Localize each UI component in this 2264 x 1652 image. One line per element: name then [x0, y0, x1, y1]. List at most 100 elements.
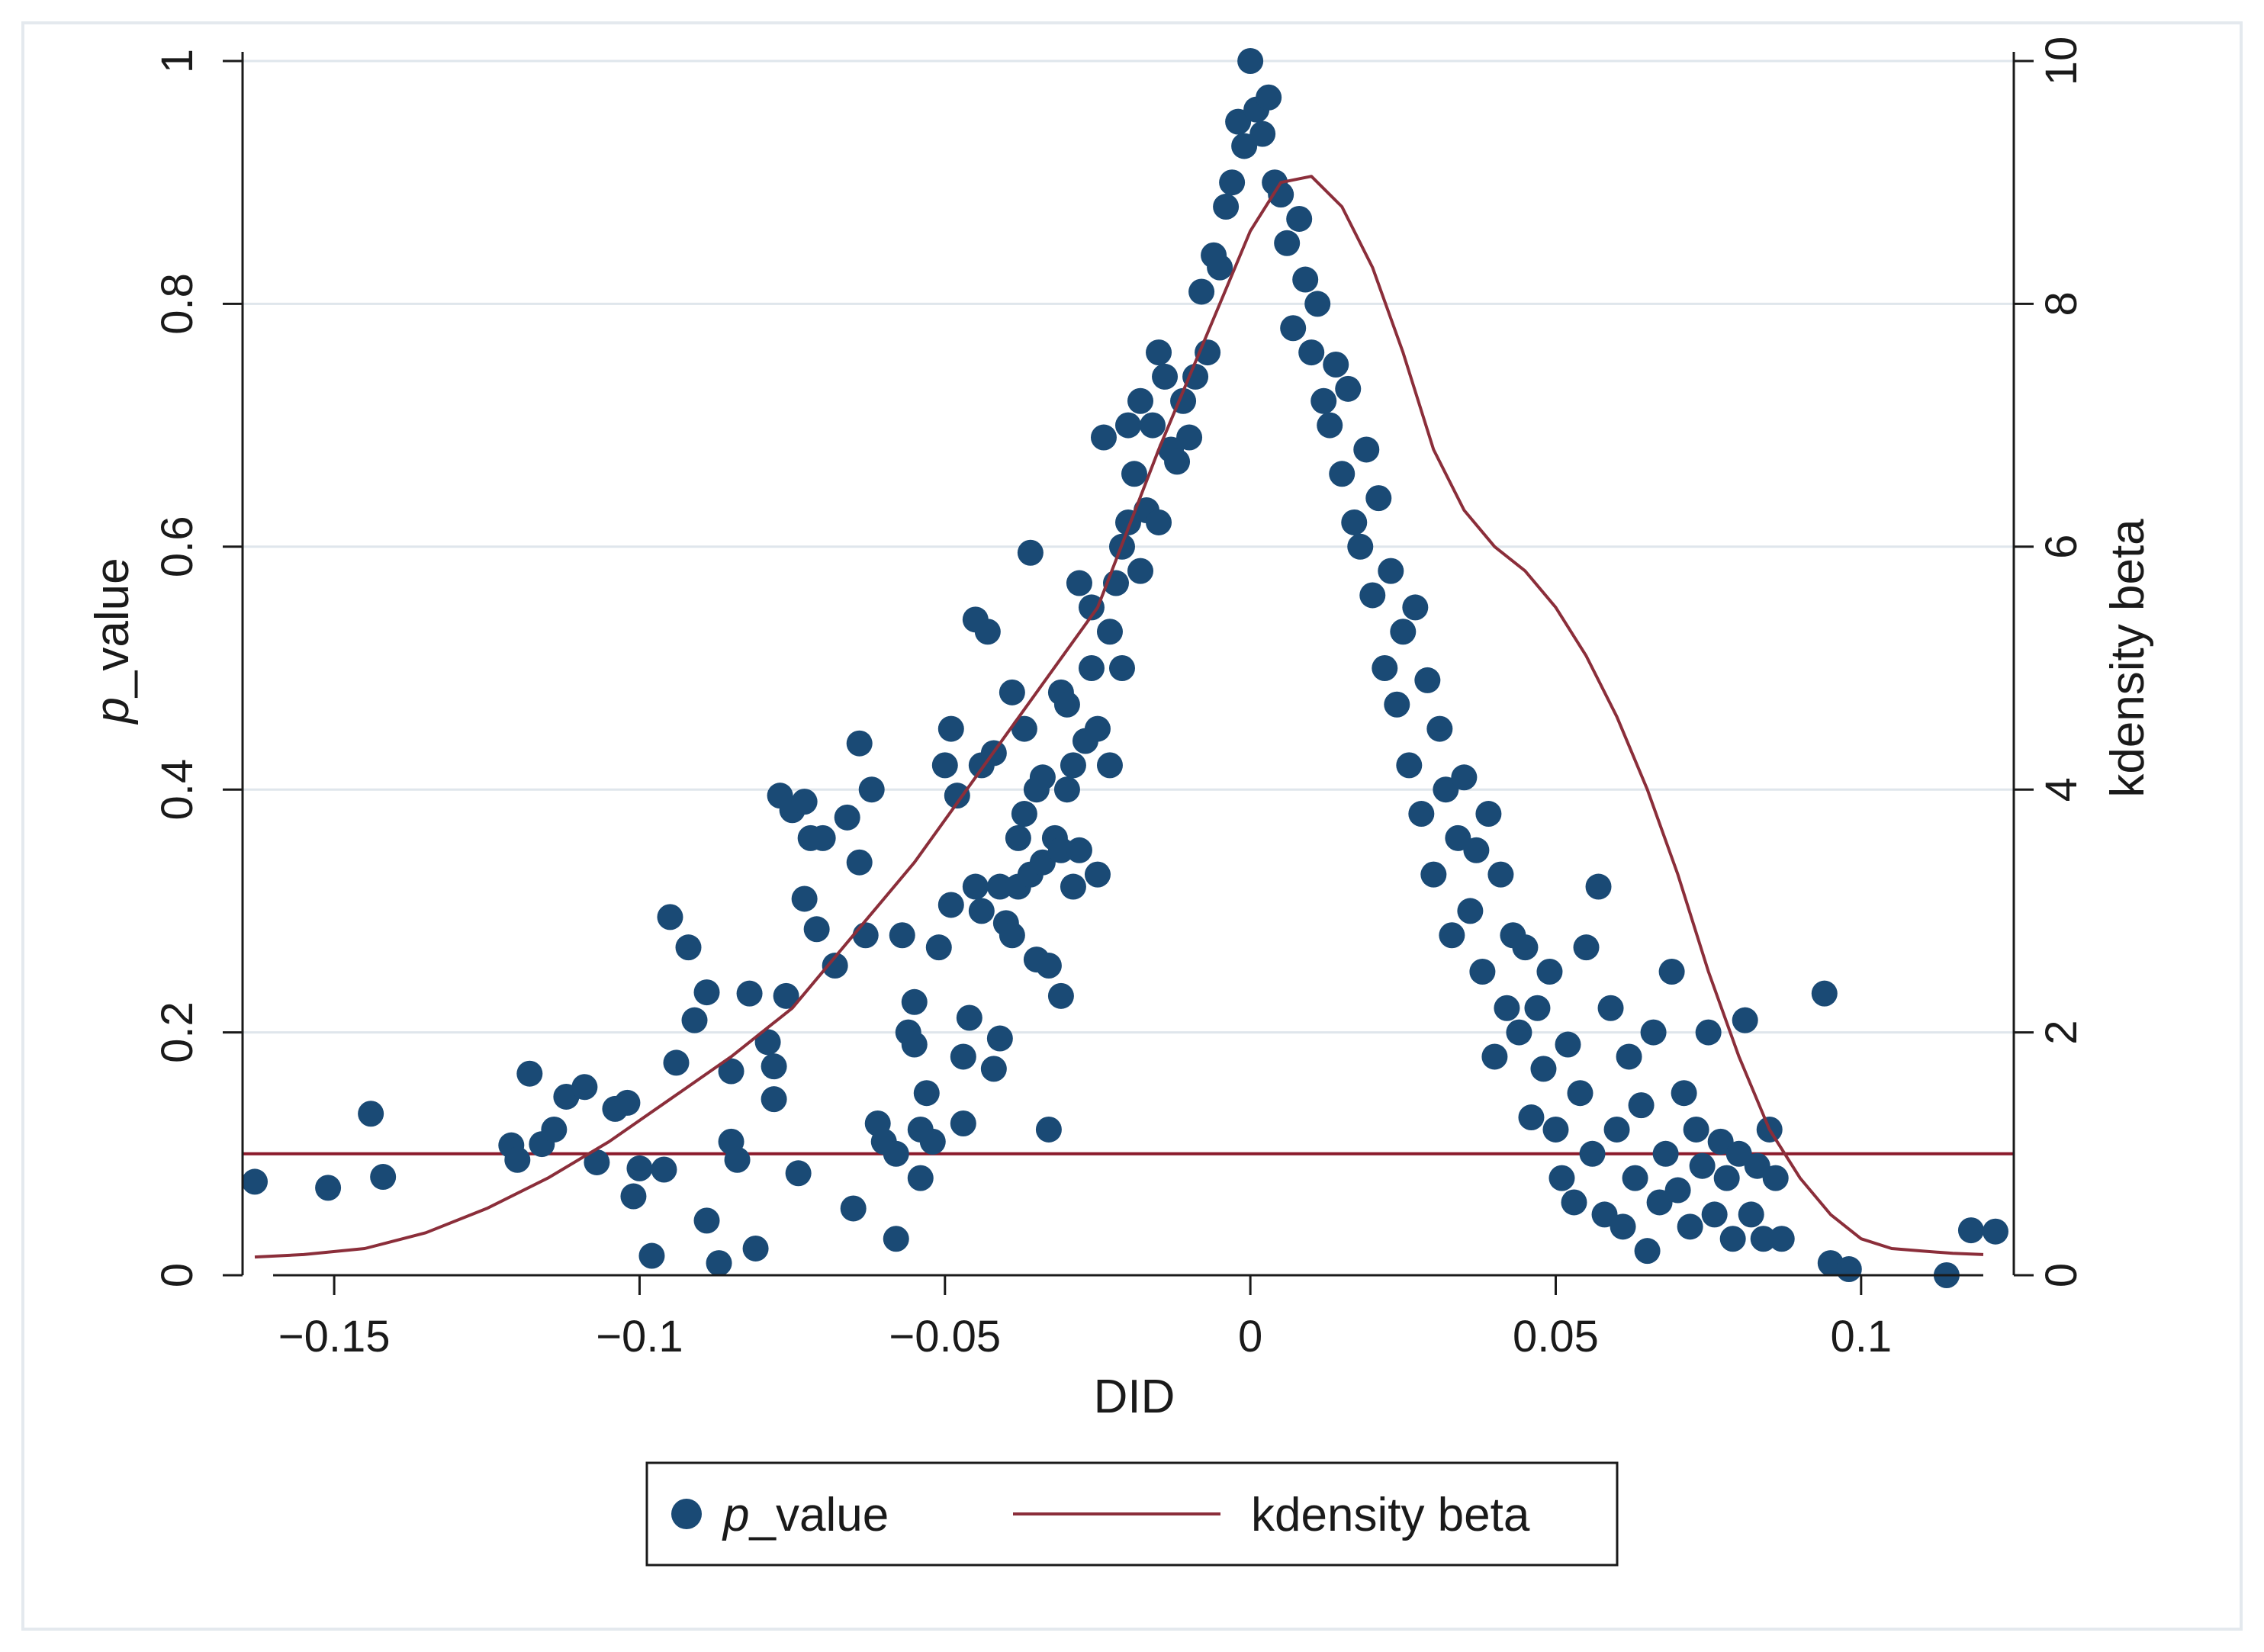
point-13 — [614, 1089, 641, 1116]
point-102 — [1066, 837, 1092, 863]
density-curve-group — [254, 175, 1984, 1259]
legend-label-pvalue-symbol: p — [722, 1489, 749, 1541]
point-137 — [1237, 48, 1264, 74]
point-42 — [822, 953, 848, 979]
point-127 — [1176, 424, 1203, 451]
point-169 — [1433, 776, 1459, 803]
point-36 — [785, 1160, 812, 1187]
point-67 — [950, 1110, 976, 1136]
point-95 — [1047, 837, 1074, 863]
point-214 — [1707, 1128, 1734, 1155]
left-tick-label-4: 0.8 — [153, 273, 202, 335]
point-224 — [1768, 1226, 1795, 1252]
point-77 — [986, 873, 1013, 900]
point-211 — [1689, 1152, 1716, 1179]
point-63 — [937, 892, 964, 918]
point-79 — [999, 679, 1025, 705]
left-tick-label-3: 0.6 — [153, 516, 202, 577]
point-122 — [1146, 509, 1172, 535]
point-23 — [693, 979, 720, 1006]
point-189 — [1555, 1031, 1581, 1058]
point-132 — [1207, 254, 1233, 281]
point-155 — [1347, 533, 1374, 560]
point-20 — [675, 934, 702, 961]
point-193 — [1579, 1140, 1606, 1167]
right-tick-label-2: 4 — [2037, 777, 2086, 802]
point-118 — [1127, 558, 1154, 584]
point-89 — [1029, 764, 1056, 791]
point-18 — [657, 904, 683, 930]
point-199 — [1616, 1043, 1642, 1070]
point-114 — [1115, 412, 1141, 439]
point-74 — [980, 1056, 1007, 1082]
right-tick-label-1: 2 — [2037, 1020, 2086, 1044]
point-99 — [1060, 752, 1086, 779]
point-57 — [907, 1165, 934, 1191]
point-197 — [1603, 1116, 1630, 1143]
point-96 — [1047, 982, 1074, 1009]
point-128 — [1182, 363, 1209, 390]
point-108 — [1090, 424, 1117, 451]
point-223 — [1762, 1165, 1789, 1191]
point-133 — [1213, 194, 1240, 220]
point-120 — [1140, 412, 1166, 439]
point-150 — [1317, 412, 1343, 439]
point-86 — [1017, 539, 1044, 566]
point-219 — [1738, 1201, 1764, 1228]
point-217 — [1725, 1140, 1752, 1167]
point-105 — [1078, 655, 1105, 681]
point-62 — [931, 752, 958, 779]
point-204 — [1646, 1189, 1673, 1216]
point-198 — [1610, 1213, 1636, 1240]
point-175 — [1469, 959, 1496, 985]
point-191 — [1567, 1080, 1593, 1107]
point-2 — [358, 1101, 384, 1127]
point-216 — [1719, 1226, 1746, 1252]
left-tick-label-0: 0 — [153, 1263, 202, 1287]
x-tick-label-1: −0.1 — [596, 1312, 683, 1361]
point-181 — [1506, 1019, 1532, 1046]
point-0 — [242, 1168, 269, 1195]
point-176 — [1475, 801, 1502, 828]
point-192 — [1573, 934, 1600, 961]
point-230 — [1982, 1218, 2008, 1245]
point-172 — [1451, 764, 1478, 791]
point-91 — [1035, 1116, 1062, 1143]
point-92 — [1035, 953, 1062, 979]
point-84 — [1011, 801, 1037, 828]
point-149 — [1310, 387, 1337, 414]
legend-label-pvalue: p_value — [722, 1489, 889, 1541]
point-200 — [1622, 1165, 1648, 1191]
point-195 — [1591, 1201, 1618, 1228]
point-162 — [1390, 619, 1417, 645]
point-229 — [1957, 1217, 1984, 1244]
point-3 — [370, 1164, 397, 1191]
point-161 — [1384, 691, 1410, 718]
point-203 — [1640, 1019, 1667, 1046]
point-73 — [974, 619, 1001, 645]
point-48 — [858, 776, 885, 803]
point-41 — [809, 824, 836, 851]
point-116 — [1121, 461, 1148, 487]
point-61 — [925, 934, 952, 961]
point-65 — [944, 783, 970, 809]
point-22 — [693, 1207, 720, 1234]
point-117 — [1127, 387, 1154, 414]
point-90 — [1029, 849, 1056, 876]
point-28 — [736, 980, 763, 1007]
point-21 — [681, 1007, 708, 1033]
point-160 — [1378, 558, 1404, 584]
point-165 — [1408, 801, 1435, 828]
point-45 — [846, 730, 873, 757]
right-axis-title: kdensity beta — [2102, 519, 2154, 798]
point-66 — [950, 1043, 976, 1070]
point-56 — [901, 988, 928, 1015]
point-27 — [724, 1146, 751, 1173]
point-16 — [638, 1242, 665, 1269]
point-81 — [1005, 824, 1031, 851]
point-183 — [1518, 1104, 1545, 1131]
point-8 — [541, 1116, 568, 1143]
